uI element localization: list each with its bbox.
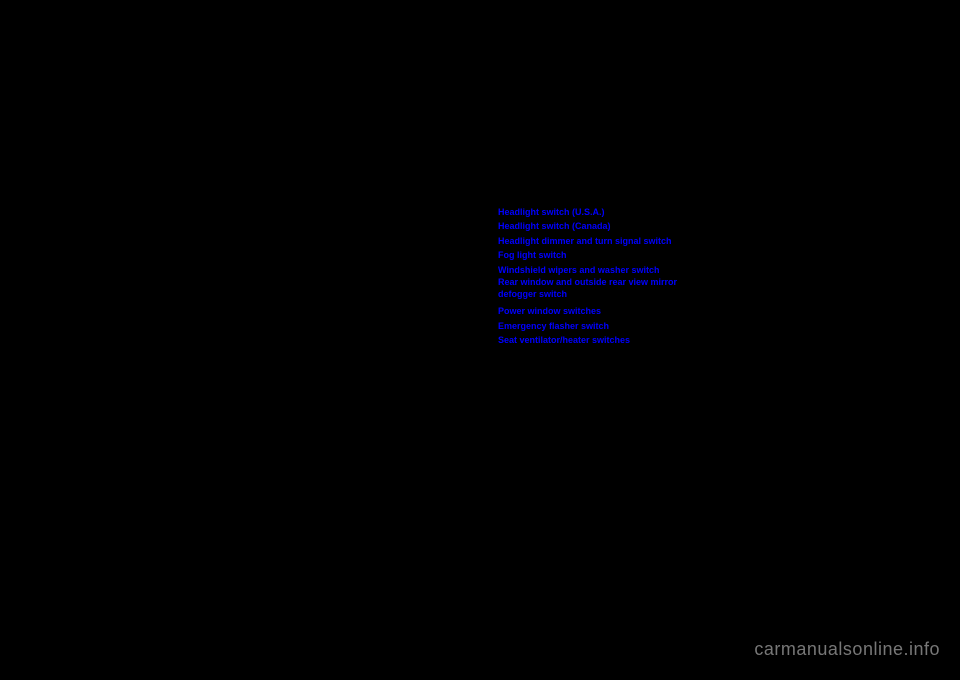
link-list: Headlight switch (U.S.A.) Headlight swit… xyxy=(498,205,698,348)
link-headlight-dimmer[interactable]: Headlight dimmer and turn signal switch xyxy=(498,234,698,248)
link-power-window[interactable]: Power window switches xyxy=(498,304,698,318)
watermark: carmanualsonline.info xyxy=(754,639,940,660)
link-rear-window-defogger[interactable]: Rear window and outside rear view mirror… xyxy=(498,277,698,300)
link-emergency-flasher[interactable]: Emergency flasher switch xyxy=(498,319,698,333)
link-headlight-canada[interactable]: Headlight switch (Canada) xyxy=(498,219,698,233)
link-headlight-usa[interactable]: Headlight switch (U.S.A.) xyxy=(498,205,698,219)
link-windshield-wipers[interactable]: Windshield wipers and washer switch xyxy=(498,263,698,277)
link-seat-ventilator[interactable]: Seat ventilator/heater switches xyxy=(498,333,698,347)
link-fog-light[interactable]: Fog light switch xyxy=(498,248,698,262)
